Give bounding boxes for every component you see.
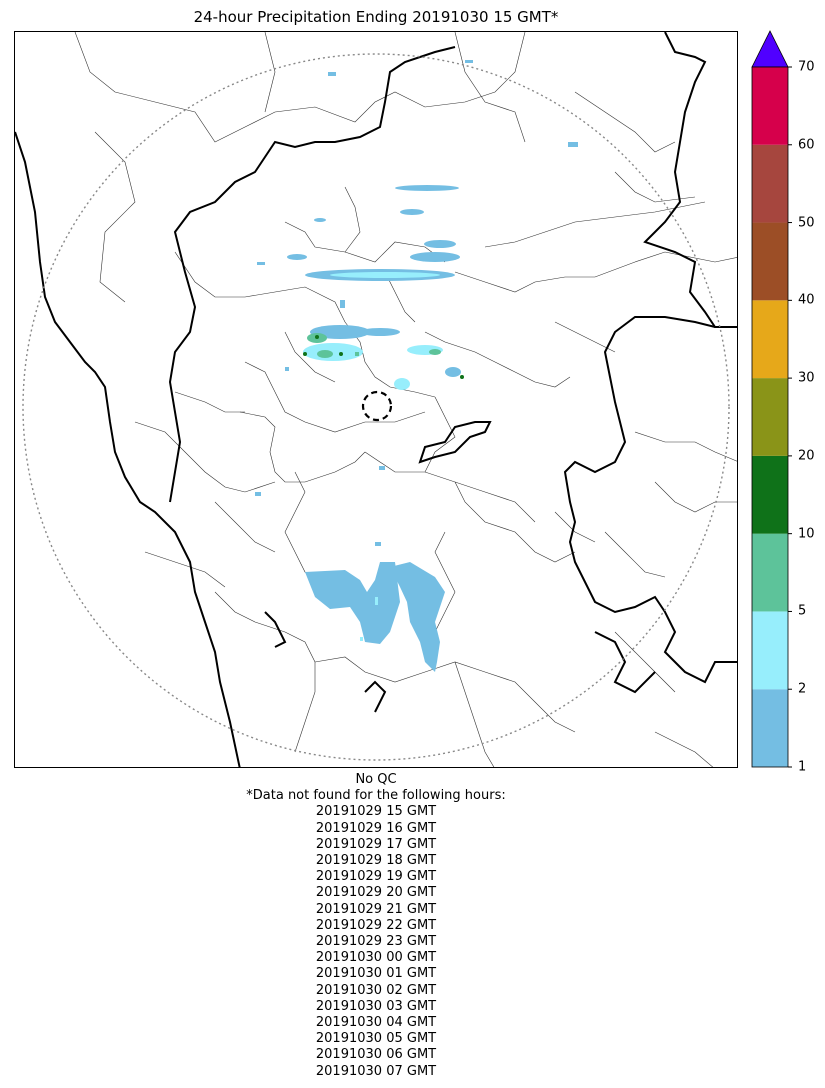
colorbar-tick-label: 20 — [798, 448, 815, 464]
colorbar-tick-label: 70 — [798, 59, 815, 75]
colorbar-segment — [752, 455, 788, 534]
missing-hour-item: 20191029 21 GMT — [315, 901, 437, 917]
precipitation-map — [14, 31, 738, 768]
missing-hour-item: 20191029 22 GMT — [315, 917, 437, 933]
map-title: 24-hour Precipitation Ending 20191030 15… — [193, 8, 559, 26]
missing-hour-item: 20191030 04 GMT — [315, 1015, 437, 1031]
missing-hour-item: 20191030 00 GMT — [315, 950, 437, 966]
colorbar-segment — [752, 222, 788, 301]
colorbar-segment — [752, 689, 788, 767]
missing-hour-item: 20191029 23 GMT — [315, 934, 437, 950]
missing-hour-item: 20191029 15 GMT — [315, 804, 437, 820]
colorbar-tick-label: 1 — [798, 759, 807, 775]
missing-hours-list: 20191029 15 GMT 20191029 16 GMT 20191029 1… — [14, 804, 738, 1079]
missing-hour-item: 20191030 01 GMT — [315, 966, 437, 982]
colorbar-segment — [752, 378, 788, 456]
colorbar-tick-label: 10 — [798, 526, 815, 542]
map-canvas — [15, 32, 737, 767]
missing-hour-item: 20191030 07 GMT — [315, 1063, 437, 1079]
state-boundaries — [15, 32, 737, 767]
radar-range-ring — [22, 53, 730, 761]
missing-hour-item: 20191029 20 GMT — [315, 885, 437, 901]
missing-hour-item: 20191030 03 GMT — [315, 998, 437, 1014]
colorbar-segment — [752, 144, 788, 223]
missing-hour-item: 20191029 19 GMT — [315, 869, 437, 885]
missing-hour-item: 20191030 02 GMT — [315, 982, 437, 998]
precipitation-field — [255, 60, 578, 672]
colorbar-tick-label: 60 — [798, 137, 815, 153]
missing-hour-item: 20191030 06 GMT — [315, 1047, 437, 1063]
colorbar-segment — [752, 611, 788, 690]
colorbar-frame — [751, 66, 789, 768]
precipitation-colorbar: 1 2 5 10 20 30 40 50 60 70 — [745, 28, 825, 778]
colorbar-graphic — [751, 30, 792, 768]
colorbar-extend-arrow — [751, 30, 789, 68]
missing-hour-item: 20191029 17 GMT — [315, 836, 437, 852]
radar-site-marker — [361, 390, 393, 422]
qc-note: No QC — [355, 772, 397, 787]
colorbar-tick-label: 2 — [798, 681, 807, 697]
colorbar-tick-label: 50 — [798, 215, 815, 231]
colorbar-segment — [752, 67, 788, 145]
missing-hour-item: 20191029 18 GMT — [315, 853, 437, 869]
notes-block: No QC *Data not found for the following … — [14, 772, 738, 1080]
district-boundaries — [74, 32, 737, 767]
colorbar-tick-label: 5 — [798, 603, 807, 619]
colorbar-tick-label: 40 — [798, 292, 815, 308]
colorbar-tick-label: 30 — [798, 370, 815, 386]
missing-hour-item: 20191030 05 GMT — [315, 1031, 437, 1047]
colorbar-segment — [752, 533, 788, 612]
missing-hour-item: 20191029 16 GMT — [315, 820, 437, 836]
missing-data-header: *Data not found for the following hours: — [246, 788, 506, 804]
colorbar-segment — [752, 300, 788, 379]
